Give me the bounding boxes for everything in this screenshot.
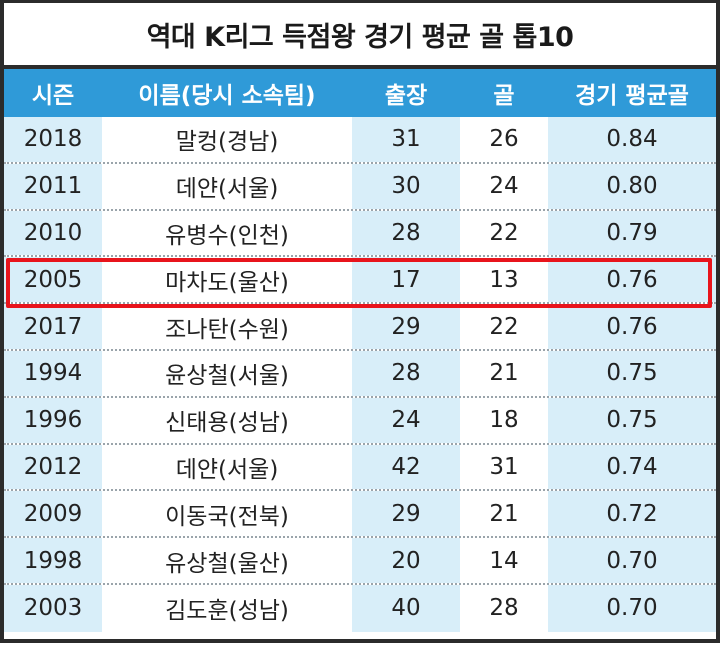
cell-average: 0.75 [548, 397, 716, 443]
cell-apps: 28 [352, 350, 460, 396]
cell-apps: 28 [352, 210, 460, 256]
cell-season: 2012 [4, 444, 102, 490]
cell-season: 2011 [4, 163, 102, 209]
table-row: 2018 말컹(경남) 31 26 0.84 [4, 117, 716, 164]
cell-name: 유상철(울산) [102, 538, 352, 583]
cell-season: 2018 [4, 117, 102, 162]
cell-season: 2010 [4, 210, 102, 256]
table-row: 2017 조나탄(수원) 29 22 0.76 [4, 304, 716, 351]
cell-average: 0.74 [548, 444, 716, 490]
cell-goals: 21 [460, 491, 548, 537]
table-row: 1994 윤상철(서울) 28 21 0.75 [4, 350, 716, 398]
cell-season: 2017 [4, 304, 102, 349]
cell-apps: 30 [352, 163, 460, 209]
cell-season: 2005 [4, 257, 102, 303]
table-row: 2009 이동국(전북) 29 21 0.72 [4, 491, 716, 539]
cell-average: 0.76 [548, 257, 716, 303]
header-season: 시즌 [31, 83, 75, 109]
table-body: 2018 말컹(경남) 31 26 0.84 2011 데얀(서울) 30 24… [4, 117, 716, 632]
cell-name: 데얀(서울) [102, 163, 352, 209]
cell-name: 말컹(경남) [102, 117, 352, 162]
cell-average: 0.80 [548, 163, 716, 209]
cell-season: 2009 [4, 491, 102, 537]
table-header: 시즌 이름(당시 소속팀) 출장 골 경기 평균골 [4, 69, 716, 117]
header-average: 경기 평균골 [575, 83, 689, 109]
header-goals: 골 [493, 83, 515, 109]
cell-goals: 28 [460, 584, 548, 632]
header-apps: 출장 [384, 83, 428, 109]
cell-goals: 24 [460, 163, 548, 209]
cell-goals: 14 [460, 538, 548, 583]
cell-average: 0.76 [548, 304, 716, 349]
cell-average: 0.75 [548, 350, 716, 396]
cell-name: 조나탄(수원) [102, 304, 352, 349]
cell-name: 마차도(울산) [102, 257, 352, 303]
cell-apps: 20 [352, 538, 460, 583]
table-title: 역대 K리그 득점왕 경기 평균 골 톱10 [4, 3, 716, 69]
cell-apps: 24 [352, 397, 460, 443]
header-name: 이름(당시 소속팀) [138, 83, 316, 109]
cell-average: 0.70 [548, 584, 716, 632]
cell-average: 0.79 [548, 210, 716, 256]
table-row: 2003 김도훈(성남) 40 28 0.70 [4, 584, 716, 632]
cell-apps: 40 [352, 584, 460, 632]
cell-name: 신태용(성남) [102, 397, 352, 443]
cell-goals: 31 [460, 444, 548, 490]
cell-name: 데얀(서울) [102, 444, 352, 490]
cell-season: 2003 [4, 584, 102, 632]
table-row: 1998 유상철(울산) 20 14 0.70 [4, 538, 716, 585]
cell-goals: 18 [460, 397, 548, 443]
table-row: 1996 신태용(성남) 24 18 0.75 [4, 397, 716, 445]
cell-apps: 29 [352, 491, 460, 537]
cell-goals: 22 [460, 210, 548, 256]
cell-name: 김도훈(성남) [102, 584, 352, 632]
cell-goals: 13 [460, 257, 548, 303]
cell-apps: 29 [352, 304, 460, 349]
cell-goals: 22 [460, 304, 548, 349]
cell-season: 1998 [4, 538, 102, 583]
table-row: 2012 데얀(서울) 42 31 0.74 [4, 444, 716, 492]
cell-average: 0.70 [548, 538, 716, 583]
cell-season: 1994 [4, 350, 102, 396]
cell-apps: 17 [352, 257, 460, 303]
table-row: 2011 데얀(서울) 30 24 0.80 [4, 163, 716, 211]
cell-name: 유병수(인천) [102, 210, 352, 256]
cell-average: 0.84 [548, 117, 716, 162]
cell-goals: 21 [460, 350, 548, 396]
cell-season: 1996 [4, 397, 102, 443]
cell-name: 이동국(전북) [102, 491, 352, 537]
table-row: 2010 유병수(인천) 28 22 0.79 [4, 210, 716, 258]
cell-name: 윤상철(서울) [102, 350, 352, 396]
cell-goals: 26 [460, 117, 548, 162]
table-row-highlighted: 2005 마차도(울산) 17 13 0.76 [4, 257, 716, 305]
cell-average: 0.72 [548, 491, 716, 537]
cell-apps: 42 [352, 444, 460, 490]
cell-apps: 31 [352, 117, 460, 162]
